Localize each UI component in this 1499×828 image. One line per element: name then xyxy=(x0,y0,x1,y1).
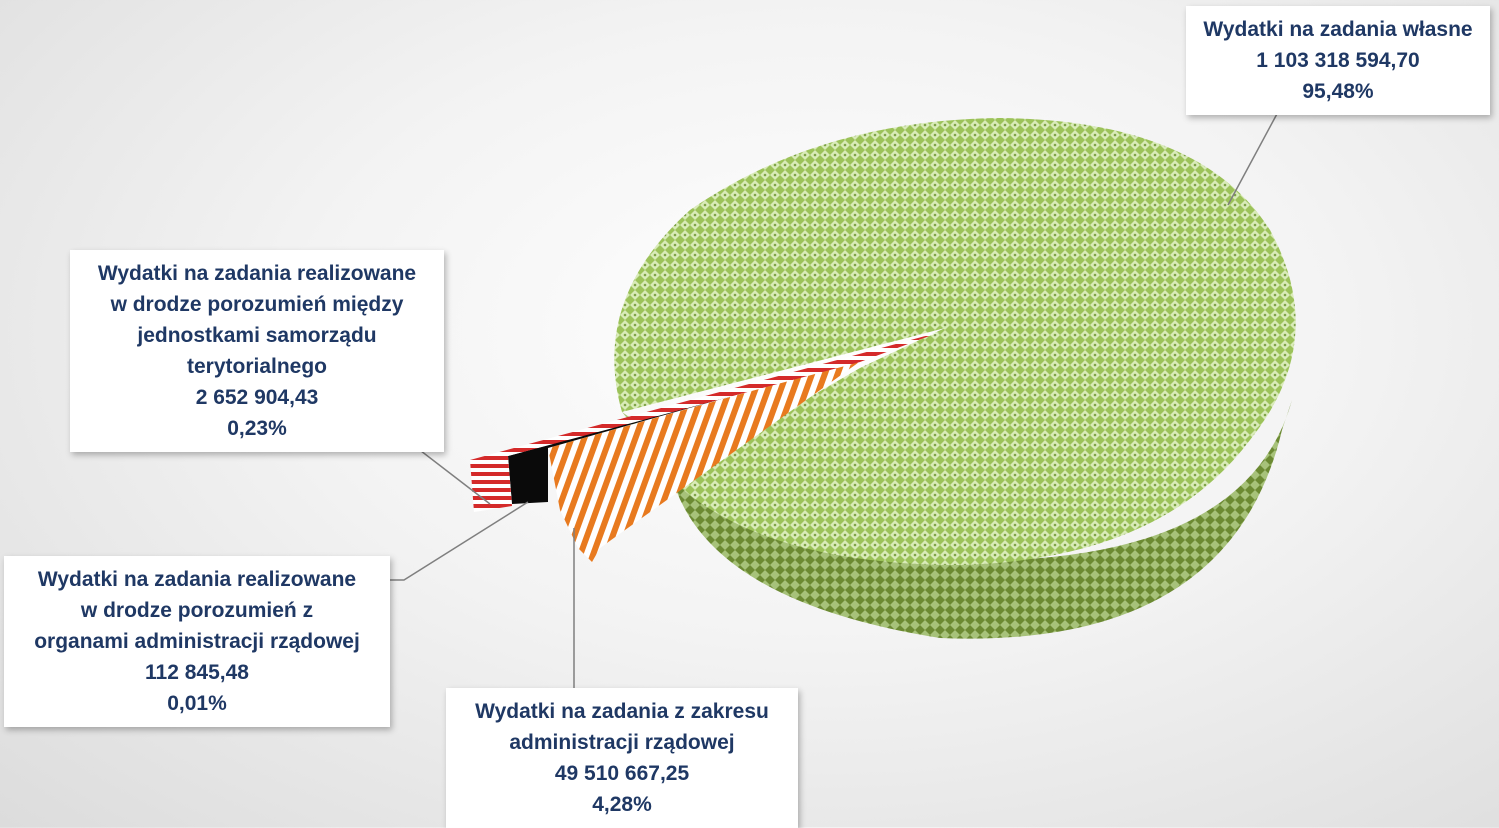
slice-side-zadania-wlasne xyxy=(622,400,1292,639)
label-name-line: Wydatki na zadania z zakresu xyxy=(475,700,769,723)
leader-line-zadania-wlasne xyxy=(1227,111,1300,206)
label-value: 112 845,48 xyxy=(145,661,249,684)
label-name-line: organami administracji rządowej xyxy=(34,630,360,653)
label-name-line: Wydatki na zadania realizowane xyxy=(37,568,357,591)
label-percent: 4,28% xyxy=(592,793,652,816)
label-name: Wydatki na zadania własne xyxy=(1203,18,1473,41)
data-label-porozumienia-administracja-rzadowa: Wydatki na zadania realizowane w drodze … xyxy=(4,556,390,727)
label-percent: 0,23% xyxy=(227,417,287,440)
label-name-line: terytorialnego xyxy=(186,355,328,378)
label-name-line: jednostkami samorządu xyxy=(137,324,377,347)
label-percent: 95,48% xyxy=(1302,80,1374,103)
label-name-line: w drodze porozumień z xyxy=(80,599,314,622)
label-name-line: w drodze porozumień między xyxy=(110,293,404,316)
slice-porozumienia-administracja-rzadowa xyxy=(508,366,838,504)
label-name-line: administracji rządowej xyxy=(509,731,735,754)
label-value: 1 103 318 594,70 xyxy=(1256,49,1420,72)
label-percent: 0,01% xyxy=(167,692,227,715)
slice-zadania-wlasne xyxy=(614,118,1296,565)
data-label-zadania-administracji-rzadowej: Wydatki na zadania z zakresu administrac… xyxy=(446,688,798,828)
label-value: 49 510 667,25 xyxy=(554,762,690,785)
leader-line-porozumienia-administracja-rzadowa xyxy=(386,501,529,581)
data-label-porozumienia-jst: Wydatki na zadania realizowane w drodze … xyxy=(70,250,444,452)
slice-zadania-administracji-rzadowej xyxy=(548,360,862,562)
label-name-line: Wydatki na zadania realizowane xyxy=(97,262,417,285)
label-value: 2 652 904,43 xyxy=(195,386,319,409)
data-label-zadania-wlasne: Wydatki na zadania własne 1 103 318 594,… xyxy=(1186,6,1490,115)
